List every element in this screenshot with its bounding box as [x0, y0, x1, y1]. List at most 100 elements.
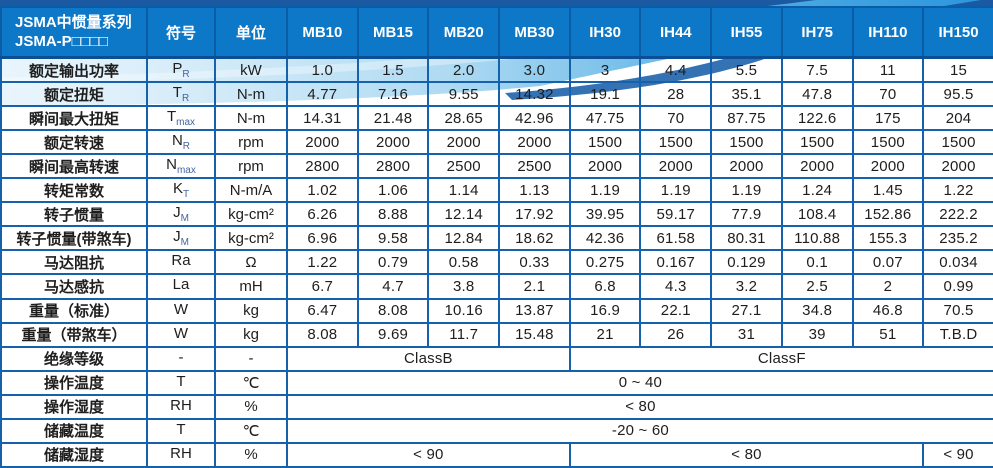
value-cell: 204 [922, 105, 993, 132]
column-header-IH75: IH75 [780, 6, 854, 59]
symbol-base: N [166, 156, 177, 174]
value-cell: 42.36 [568, 225, 642, 252]
symbol-subscript: M [180, 213, 189, 225]
column-header-MB15: MB15 [356, 6, 430, 59]
table-row: 额定输出功率 PR kW 1.0 1.5 2.0 3.0 3 4.4 5.5 7.5 11 15 [0, 56, 993, 84]
value-cell: 42.96 [498, 105, 571, 132]
unit-cell: kg-cm² [214, 201, 288, 228]
value-cell: 9.55 [427, 81, 501, 108]
value-cell: 0.129 [710, 249, 783, 276]
value-cell: 7.5 [780, 56, 854, 84]
symbol-base: W [173, 300, 189, 318]
row-label: 马达阻抗 [0, 249, 148, 276]
value-cell: 95.5 [922, 81, 993, 108]
value-cell: 1.22 [286, 249, 359, 276]
value-cell: 18.62 [498, 225, 571, 252]
column-header-MB10: MB10 [286, 6, 359, 59]
row-label: 绝缘等级 [0, 345, 148, 372]
symbol-cell: RH [146, 393, 216, 420]
value-cell: 1.22 [922, 177, 993, 204]
value-cell: 51 [851, 321, 925, 348]
table-title-line2: JSMA-P□□□□ [15, 33, 108, 50]
value-cell: 1.19 [710, 177, 783, 204]
value-cell: 11.7 [427, 321, 501, 348]
value-cell: 12.14 [427, 201, 501, 228]
symbol-base: T [172, 84, 182, 102]
symbol-subscript: R [181, 93, 190, 105]
value-cell: 1500 [710, 129, 783, 156]
symbol-cell: RH [146, 441, 216, 468]
value-cell: 39.95 [568, 201, 642, 228]
symbol-cell: TR [146, 81, 216, 108]
value-cell: 152.86 [851, 201, 925, 228]
table-row: 瞬间最高转速 Nmax rpm 2800 2800 2500 2500 2000 2000 200… [0, 153, 993, 180]
value-cell: 4.3 [639, 273, 713, 300]
column-header-IH44: IH44 [639, 6, 713, 59]
row-label: 转子惯量 [0, 201, 148, 228]
value-cell: 2800 [356, 153, 430, 180]
value-cell: 16.9 [568, 297, 642, 324]
unit-cell: kg [214, 297, 288, 324]
value-cell: 2000 [286, 129, 359, 156]
value-cell: 1500 [922, 129, 993, 156]
value-cell: 1.24 [780, 177, 854, 204]
value-cell: 1500 [851, 129, 925, 156]
unit-cell: kg-cm² [214, 225, 288, 252]
value-cell: 3.2 [710, 273, 783, 300]
value-cell: 175 [851, 105, 925, 132]
unit-cell: kg [214, 321, 288, 348]
value-cell: 1.0 [286, 56, 359, 84]
symbol-subscript: T [182, 189, 190, 201]
row-label: 储藏湿度 [0, 441, 148, 468]
value-cell: 22.1 [639, 297, 713, 324]
value-cell: < 80 [286, 393, 993, 420]
table-row: 操作温度 T ℃ 0 ~ 40 [0, 369, 993, 396]
table-row: 转矩常数 KT N-m/A 1.02 1.06 1.14 1.13 1.19 1.19 1.19 1… [0, 177, 993, 204]
value-cell: 9.69 [356, 321, 430, 348]
symbol-cell: W [146, 297, 216, 324]
value-cell: 6.7 [286, 273, 359, 300]
value-cell: ClassF [568, 345, 993, 372]
row-label: 额定输出功率 [0, 56, 148, 84]
row-label: 瞬间最高转速 [0, 153, 148, 180]
value-cell: ClassB [286, 345, 571, 372]
value-cell: 1.13 [498, 177, 571, 204]
unit-cell: - [214, 345, 288, 372]
column-header-IH30: IH30 [568, 6, 642, 59]
symbol-base: RH [170, 396, 192, 414]
value-cell: 6.47 [286, 297, 359, 324]
value-cell: 19.1 [568, 81, 642, 108]
value-cell: 3.0 [498, 56, 571, 84]
value-cell: 47.8 [780, 81, 854, 108]
unit-cell: ℃ [214, 417, 288, 444]
symbol-cell: Ra [146, 249, 216, 276]
value-cell: 222.2 [922, 201, 993, 228]
column-header-IH110: IH110 [851, 6, 925, 59]
unit-cell: rpm [214, 129, 288, 156]
symbol-base: N [171, 132, 183, 150]
unit-cell: Ω [214, 249, 288, 276]
unit-column-header: 单位 [214, 6, 288, 59]
header-row: JSMA中惯量系列 JSMA-P□□□□ 符号 单位 MB10 MB15 MB20 M… [0, 6, 993, 59]
value-cell: 28.65 [427, 105, 501, 132]
value-cell: 4.77 [286, 81, 359, 108]
value-cell: 15.48 [498, 321, 571, 348]
value-cell: 1500 [639, 129, 713, 156]
unit-cell: % [214, 441, 288, 468]
column-header-MB30: MB30 [498, 6, 571, 59]
unit-cell: rpm [214, 153, 288, 180]
symbol-base: - [178, 348, 184, 366]
symbol-cell: NR [146, 129, 216, 156]
value-cell: < 90 [286, 441, 571, 468]
spec-table: JSMA中惯量系列 JSMA-P□□□□ 符号 单位 MB10 MB15 MB20 M… [0, 6, 993, 468]
row-label: 转子惯量(带煞车) [0, 225, 148, 252]
unit-cell: N-m [214, 81, 288, 108]
value-cell: 0.034 [922, 249, 993, 276]
value-cell: 21 [568, 321, 642, 348]
value-cell: 1.19 [639, 177, 713, 204]
unit-cell: N-m/A [214, 177, 288, 204]
value-cell: 21.48 [356, 105, 430, 132]
symbol-column-header: 符号 [146, 6, 216, 59]
value-cell: 4.4 [639, 56, 713, 84]
value-cell: 2800 [286, 153, 359, 180]
